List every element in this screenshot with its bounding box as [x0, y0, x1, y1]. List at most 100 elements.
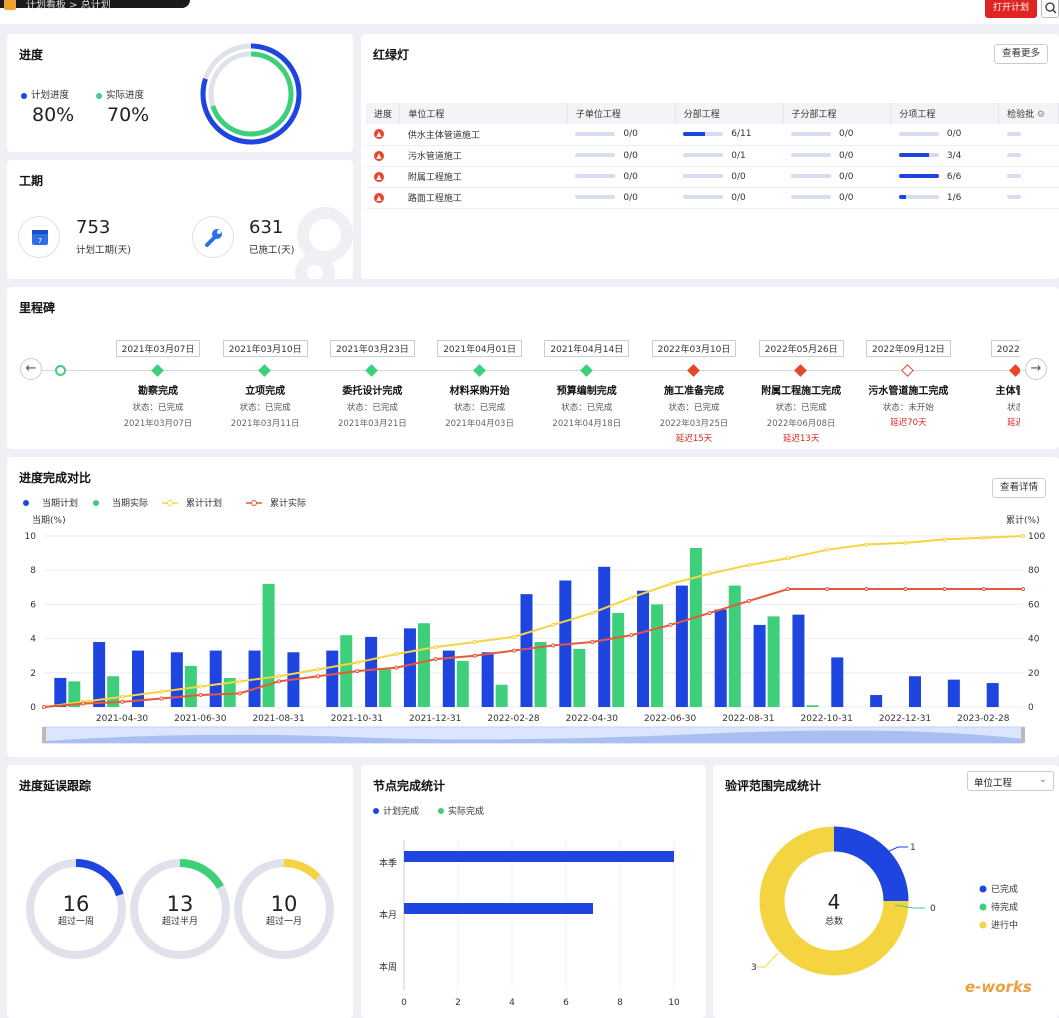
col-division: 分部工程: [675, 103, 784, 124]
milestone-item[interactable]: 2021年03月23日 委托设计完成 状态：已完成 2021年03月21日: [322, 340, 422, 429]
planned-bar: [986, 683, 999, 707]
count-value: 0/0: [731, 171, 746, 182]
planned-bar: [209, 650, 222, 707]
progress-bar: [1006, 153, 1021, 157]
planned-bar: [481, 652, 494, 707]
col-inspection: 检验批 ⚙: [998, 103, 1059, 124]
legend-marker-icon: [251, 500, 257, 506]
actual-bar: [456, 660, 469, 707]
actual-bar: [573, 648, 586, 707]
col-progress: 进度: [366, 103, 401, 124]
settings-icon[interactable]: ⚙: [1037, 110, 1046, 120]
delay-card: 进度延误跟踪 16 超过一周 13 超过半月 10 超过一月: [7, 765, 353, 1018]
line-point: [707, 571, 712, 576]
milestone-delay: 延迟: [1007, 418, 1020, 428]
milestone-item[interactable]: 2022年05月26日 附属工程施工完成 状态：已完成 2022年06月08日 延迟13…: [751, 340, 851, 444]
line-point: [629, 595, 634, 600]
line-point: [864, 587, 869, 592]
milestone-status: 状态：已完成: [668, 403, 720, 413]
line-point: [746, 598, 751, 603]
line-point: [746, 563, 751, 568]
unit-select[interactable]: 单位工程 ⌄: [967, 771, 1054, 791]
progress-bar: [683, 195, 724, 199]
table-row[interactable]: ▲ 污水管道施工 0/0 0/1 0/0 3/4: [366, 145, 1059, 167]
leader-line: [757, 952, 779, 968]
table-row[interactable]: ▲ 路面工程施工 0/0 0/0 0/0 1/6: [366, 187, 1059, 209]
milestone-item[interactable]: 2022年03月10日 施工准备完成 状态：已完成 2022年03月25日 延迟15天: [644, 340, 744, 444]
planned-bar: [598, 566, 611, 707]
milestone-name: 附属工程施工完成: [761, 386, 842, 397]
legend-label: 计划完成: [383, 805, 419, 817]
view-detail-button[interactable]: 查看详情: [992, 478, 1047, 498]
x-tick-label: 2022-06-30: [644, 714, 697, 724]
line-point: [942, 587, 947, 592]
table-row[interactable]: ▲ 供水主体管道施工 0/0 6/11 0/0 0/0: [366, 124, 1059, 146]
milestone-prev-button[interactable]: ←: [20, 358, 42, 380]
legend-label: 进行中: [991, 919, 1018, 931]
legend-label: 待完成: [991, 901, 1018, 913]
planned-duration-num: 753: [76, 217, 111, 238]
planned-bar: [132, 650, 145, 707]
count-cell: 0/0: [567, 187, 676, 209]
milestone-item[interactable]: 2022年09月12日 污水管道施工完成 状态：未开始 延迟70天: [858, 340, 958, 428]
count-cell: 6/6: [890, 166, 999, 188]
milestone-item[interactable]: 2022年1 主体管道状态延迟: [966, 340, 1020, 428]
delay-ring-arc: [26, 859, 126, 959]
count-cell: 0/1: [675, 145, 784, 167]
table-row[interactable]: ▲ 附属工程施工 0/0 0/0 0/0 6/6: [366, 166, 1059, 188]
milestone-date: 2022年1: [990, 340, 1020, 357]
traffic-light-card: 红绿灯 查看更多 进度 单位工程 子单位工程 分部工程 子分部工程 分项工程 检…: [361, 34, 1059, 279]
delay-count: 16: [63, 892, 90, 916]
view-more-button[interactable]: 查看更多: [994, 44, 1049, 64]
svg-text:7: 7: [38, 237, 42, 245]
planned-bar: [442, 650, 455, 707]
line-point: [394, 651, 399, 656]
progress-bar: [898, 174, 939, 178]
progress-bar: [898, 131, 939, 136]
milestone-item[interactable]: 2021年04月14日 预算编制完成 状态：已完成 2021年04月18日: [537, 340, 637, 429]
delay-label: 超过一月: [266, 915, 302, 927]
zoom-handle-left: [42, 727, 46, 743]
left-tick-label: 10: [25, 532, 37, 542]
x-tick-label: 10: [668, 998, 680, 1008]
milestone-next-button[interactable]: →: [1025, 358, 1047, 380]
x-tick-label: 2021-06-30: [174, 714, 227, 724]
planned-progress-value: 80%: [32, 104, 75, 126]
legend-dot-icon: [93, 500, 99, 506]
progress-bar: [683, 131, 724, 136]
breadcrumb[interactable]: 计划看板 > 总计划: [26, 0, 111, 11]
milestone-item[interactable]: 2021年04月01日 材料采购开始 状态：已完成 2021年04月03日: [430, 340, 530, 429]
unit-name-cell: 附属工程施工: [399, 166, 568, 188]
done-duration-num: 631: [249, 217, 284, 238]
count-cell: 0/0: [783, 145, 891, 167]
milestone-item[interactable]: 2021年03月07日 勘察完成 状态：已完成 2021年03月07日: [108, 340, 208, 429]
col-item: 分项工程: [890, 103, 1000, 124]
count-value: 0/0: [623, 192, 638, 203]
legend-dot-icon: [23, 500, 29, 506]
zoom-handle-right: [1021, 727, 1025, 743]
count-cell: 0/0: [675, 166, 784, 188]
delay-ring-arc: [130, 859, 230, 959]
left-tick-label: 6: [30, 600, 36, 610]
milestone-actual-date: 2021年03月11日: [230, 419, 300, 429]
legend-label: 已完成: [991, 883, 1018, 895]
milestone-name: 主体管道: [995, 386, 1020, 397]
warning-icon: ▲: [374, 192, 384, 203]
unit-select-value: 单位工程: [974, 778, 1013, 789]
line-point: [198, 684, 203, 689]
milestone-item[interactable]: 2021年03月10日 立项完成 状态：已完成 2021年03月11日: [215, 340, 315, 429]
progress-bar: [575, 174, 616, 178]
cumulative-actual-line: [43, 588, 1023, 708]
line-point: [551, 643, 556, 648]
legend-label: 累计计划: [186, 497, 222, 509]
open-plan-button[interactable]: 打开计划: [985, 0, 1037, 18]
delay-label: 超过一周: [58, 915, 94, 927]
slice-value-label: 3: [751, 963, 757, 973]
line-point: [981, 535, 986, 540]
right-axis-label: 累计(%): [1006, 514, 1040, 526]
search-button[interactable]: [1041, 0, 1059, 18]
progress-bar: [791, 195, 832, 199]
count-value: 1/6: [946, 192, 962, 203]
